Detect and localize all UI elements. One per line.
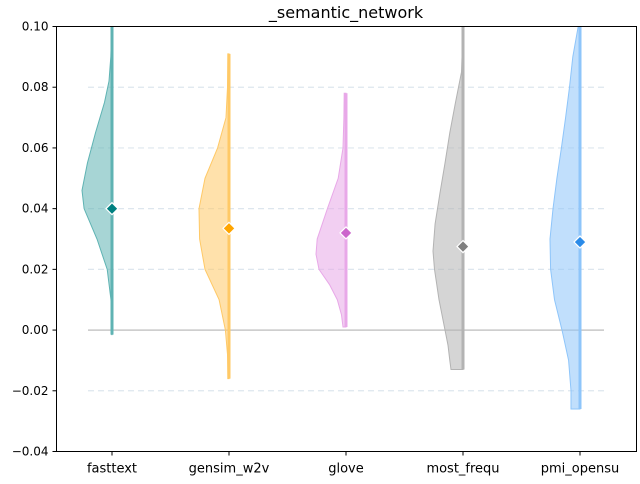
y-axis: −0.04 −0.02 0.00 0.02 0.04 0.06 0.08 0.10 bbox=[12, 20, 57, 459]
y-tick-label: 0.02 bbox=[22, 262, 49, 276]
mean-marker-glove bbox=[339, 226, 353, 240]
x-tick-label-most_frequ: most_frequ bbox=[426, 462, 499, 477]
x-axis: fasttext gensim_w2v glove most_frequ pmi_ope… bbox=[87, 451, 619, 477]
y-tick-label: 0.10 bbox=[22, 20, 49, 34]
y-tick-label: −0.02 bbox=[12, 384, 49, 398]
y-tick-label: −0.04 bbox=[12, 445, 49, 459]
chart-title: _semantic_network bbox=[268, 3, 424, 23]
mean-marker-pmi_opensu bbox=[573, 235, 587, 249]
y-tick-label: 0.00 bbox=[22, 323, 49, 337]
y-tick-label: 0.04 bbox=[22, 202, 49, 216]
violin-pmi_opensu bbox=[549, 26, 581, 410]
y-tick-label: 0.06 bbox=[22, 141, 49, 155]
x-tick-label-gensim_w2v: gensim_w2v bbox=[189, 462, 270, 477]
violin-layer bbox=[81, 26, 582, 410]
mean-marker-most_frequ bbox=[456, 239, 470, 254]
marker-layer bbox=[105, 201, 587, 254]
mean-marker-gensim_w2v bbox=[222, 221, 236, 236]
x-tick-label-pmi_opensu: pmi_opensu bbox=[541, 462, 619, 477]
violin-glove bbox=[315, 92, 347, 328]
violin-most_frequ bbox=[432, 26, 464, 371]
mean-marker-fasttext bbox=[105, 201, 119, 216]
violin-fasttext bbox=[81, 26, 113, 336]
x-tick-label-glove: glove bbox=[328, 462, 364, 477]
grid-layer bbox=[88, 86, 604, 392]
y-tick-label: 0.08 bbox=[22, 80, 49, 94]
x-tick-label-fasttext: fasttext bbox=[87, 462, 137, 477]
